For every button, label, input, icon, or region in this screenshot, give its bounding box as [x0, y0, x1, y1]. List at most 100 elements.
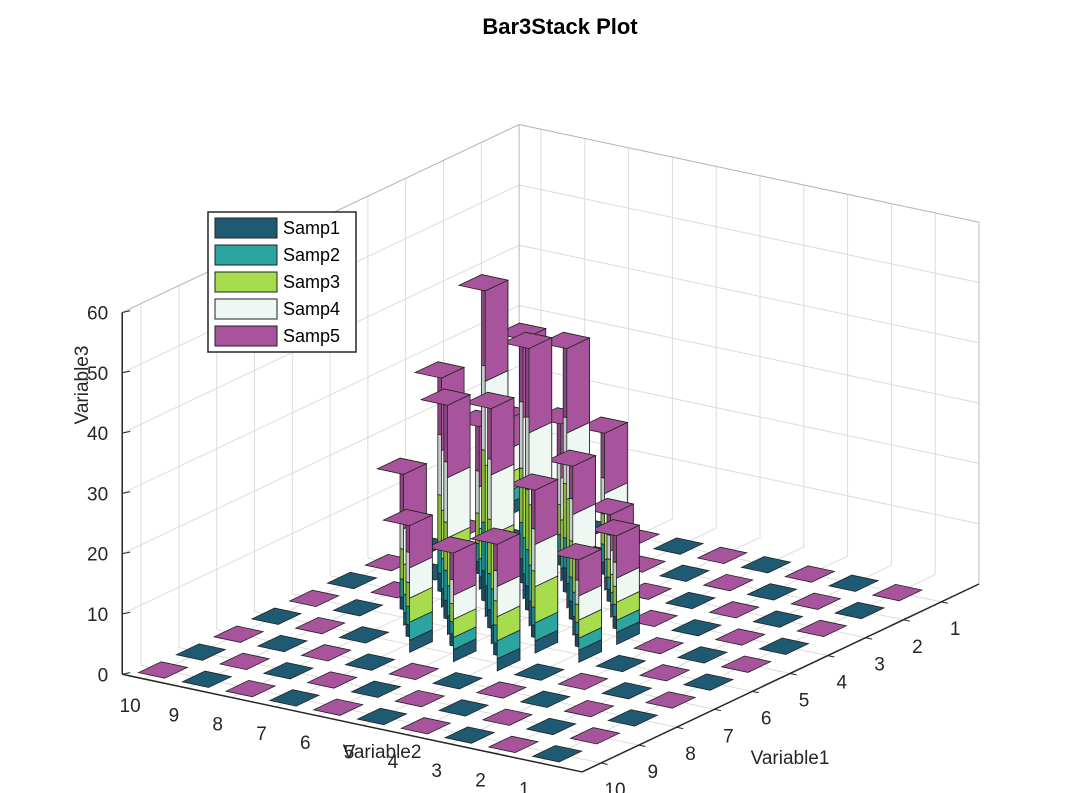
legend-swatch: [214, 325, 278, 347]
empty-cell-marker: [431, 672, 484, 690]
legend: Samp1 Samp2 Samp3 Samp4 Samp5: [207, 211, 357, 353]
x-tick: [600, 762, 608, 765]
bar-stack: [388, 662, 440, 681]
bar-segment-front: [566, 337, 590, 434]
x-tick: [827, 655, 835, 658]
x-tick-label: 2: [912, 637, 923, 658]
z-tick: [122, 430, 131, 434]
legend-label: Samp4: [283, 299, 340, 319]
empty-cell-marker: [350, 680, 402, 698]
y-tick-label: 10: [120, 696, 141, 717]
bar-stack: [702, 573, 754, 592]
bar-stack: [752, 610, 804, 628]
bar-segment-front: [490, 397, 515, 476]
empty-cell-marker: [563, 699, 615, 718]
bar-segment-front: [604, 421, 628, 495]
bar-top: [382, 508, 434, 527]
x-tick-label: 9: [648, 762, 659, 783]
bar-stack: [288, 589, 340, 608]
y-tick-label: 2: [475, 770, 486, 791]
empty-cell-marker: [871, 583, 924, 602]
bar-stack: [644, 691, 697, 709]
bar-stack: [350, 680, 402, 698]
empty-cell-marker: [519, 690, 571, 708]
z-tick: [122, 551, 131, 555]
legend-swatch: [214, 217, 278, 239]
bar-stack: [696, 546, 748, 565]
z-tick: [122, 310, 131, 313]
x-tick: [789, 673, 797, 676]
empty-cell-marker: [708, 601, 760, 619]
legend-label: Samp3: [283, 272, 340, 292]
empty-cell-marker: [833, 601, 886, 620]
y-axis-line: [122, 673, 583, 773]
empty-cell-marker: [531, 745, 583, 763]
bar-stack: [394, 689, 446, 708]
empty-cell-marker: [268, 689, 321, 707]
z-tick-label: 20: [87, 545, 108, 566]
empty-cell-marker: [294, 616, 346, 635]
z-tick-label: 50: [87, 364, 108, 385]
empty-cell-marker: [569, 727, 621, 745]
bar-stack: [294, 616, 346, 635]
bar-segment-front: [446, 393, 471, 479]
empty-cell-marker: [827, 574, 880, 592]
empty-cell-marker: [356, 707, 408, 726]
bar-stack: [382, 508, 434, 654]
empty-cell-marker: [595, 654, 647, 673]
bar-stack: [525, 717, 577, 736]
z-tick-label: 40: [87, 424, 108, 445]
bar-stack: [790, 592, 842, 610]
bar-stack: [300, 644, 352, 662]
bar-stack: [400, 717, 452, 735]
bar-stack: [212, 625, 265, 643]
empty-cell-marker: [388, 662, 440, 681]
empty-cell-marker: [670, 619, 723, 637]
legend-swatch: [214, 244, 278, 266]
bar-stack: [344, 653, 396, 671]
bar-stack: [638, 664, 691, 682]
x-tick-label: 3: [874, 655, 885, 676]
empty-cell-marker: [137, 661, 189, 679]
z-tick-label: 60: [87, 304, 108, 325]
bar-stack: [682, 673, 735, 691]
bar-stack: [519, 690, 571, 708]
empty-cell-marker: [676, 646, 729, 664]
empty-cell-marker: [758, 637, 810, 655]
x-tick: [941, 601, 948, 604]
empty-cell-marker: [443, 726, 496, 744]
empty-cell-marker: [212, 625, 265, 643]
z-axis-label: Variable3: [72, 346, 93, 425]
bar-stack: [632, 636, 685, 655]
axes-grid: [121, 124, 980, 773]
empty-cell-marker: [644, 691, 697, 709]
bar-stack: [652, 537, 705, 555]
empty-cell-marker: [658, 564, 711, 582]
y-tick-label: 8: [212, 715, 223, 736]
bar-stack: [827, 574, 880, 592]
empty-cell-marker: [300, 644, 352, 662]
empty-cell-marker: [475, 681, 528, 699]
bar-stack: [268, 689, 321, 707]
z-tick-label: 30: [87, 484, 108, 505]
bar-segment-front: [490, 463, 515, 536]
bar-stack: [256, 634, 309, 653]
z-tick: [122, 491, 131, 494]
bar-stack: [664, 591, 717, 610]
empty-cell-marker: [332, 599, 384, 617]
y-axis-label: Variable2: [343, 742, 422, 763]
legend-label: Samp5: [283, 326, 340, 346]
empty-cell-marker: [796, 619, 848, 638]
bar-stack: [784, 565, 836, 583]
empty-cell-marker: [250, 607, 303, 625]
x-tick: [752, 690, 759, 694]
box-edge: [518, 124, 980, 223]
x-tick: [676, 726, 684, 730]
bar-stack: [356, 707, 408, 726]
y-tick-label: 7: [256, 724, 267, 745]
y-tick-label: 9: [169, 705, 180, 726]
empty-cell-marker: [682, 673, 735, 691]
bar-stack: [796, 619, 848, 638]
bar-stack: [137, 661, 189, 679]
bar-stack: [569, 727, 621, 745]
